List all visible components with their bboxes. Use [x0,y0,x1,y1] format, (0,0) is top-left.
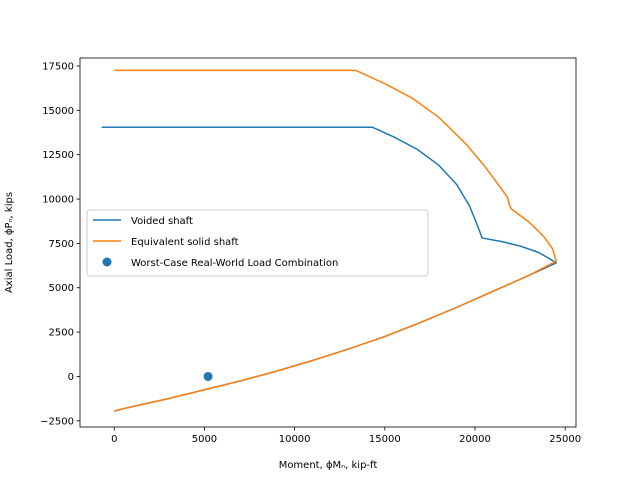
y-tick-label: 7500 [49,239,74,250]
x-axis: 0 5000 10000 15000 20000 25000 [111,427,581,445]
y-tick-label: 5000 [49,283,74,294]
y-tick-label: 2500 [49,328,74,339]
series-layer [101,69,557,412]
x-tick-label: 0 [111,434,117,445]
y-tick-label: 10000 [42,195,74,206]
x-tick-label: 25000 [549,434,581,445]
legend-label-voided-shaft: Voided shaft [131,216,193,227]
y-tick-label: 0 [68,372,74,383]
x-axis-label: Moment, ϕMₙ, kip-ft [279,460,378,471]
y-axis: −2500 0 2500 5000 7500 10000 12500 15000 17500 [40,61,80,427]
legend-label-equivalent-solid-shaft: Equivalent solid shaft [131,237,239,248]
x-tick-label: 10000 [279,434,311,445]
legend-box [86,209,429,277]
y-tick-label: 15000 [42,106,74,117]
legend: Voided shaft Equivalent solid shaft Wors… [86,209,429,277]
series-line-equivalent-solid-shaft [114,69,557,412]
legend-swatch-worst-case-load [102,257,112,267]
y-tick-label: 17500 [42,61,74,72]
plot-frame [79,57,577,428]
y-tick-label: 12500 [42,150,74,161]
y-tick-label: −2500 [40,416,74,427]
legend-label-worst-case-load: Worst-Case Real-World Load Combination [131,258,338,269]
x-tick-label: 20000 [459,434,491,445]
y-axis-label: Axial Load, ϕPₙ, kips [4,192,15,293]
x-tick-label: 5000 [192,434,217,445]
x-tick-label: 15000 [369,434,401,445]
scatter-point-worst-case-real-world-load-combination [203,371,213,381]
